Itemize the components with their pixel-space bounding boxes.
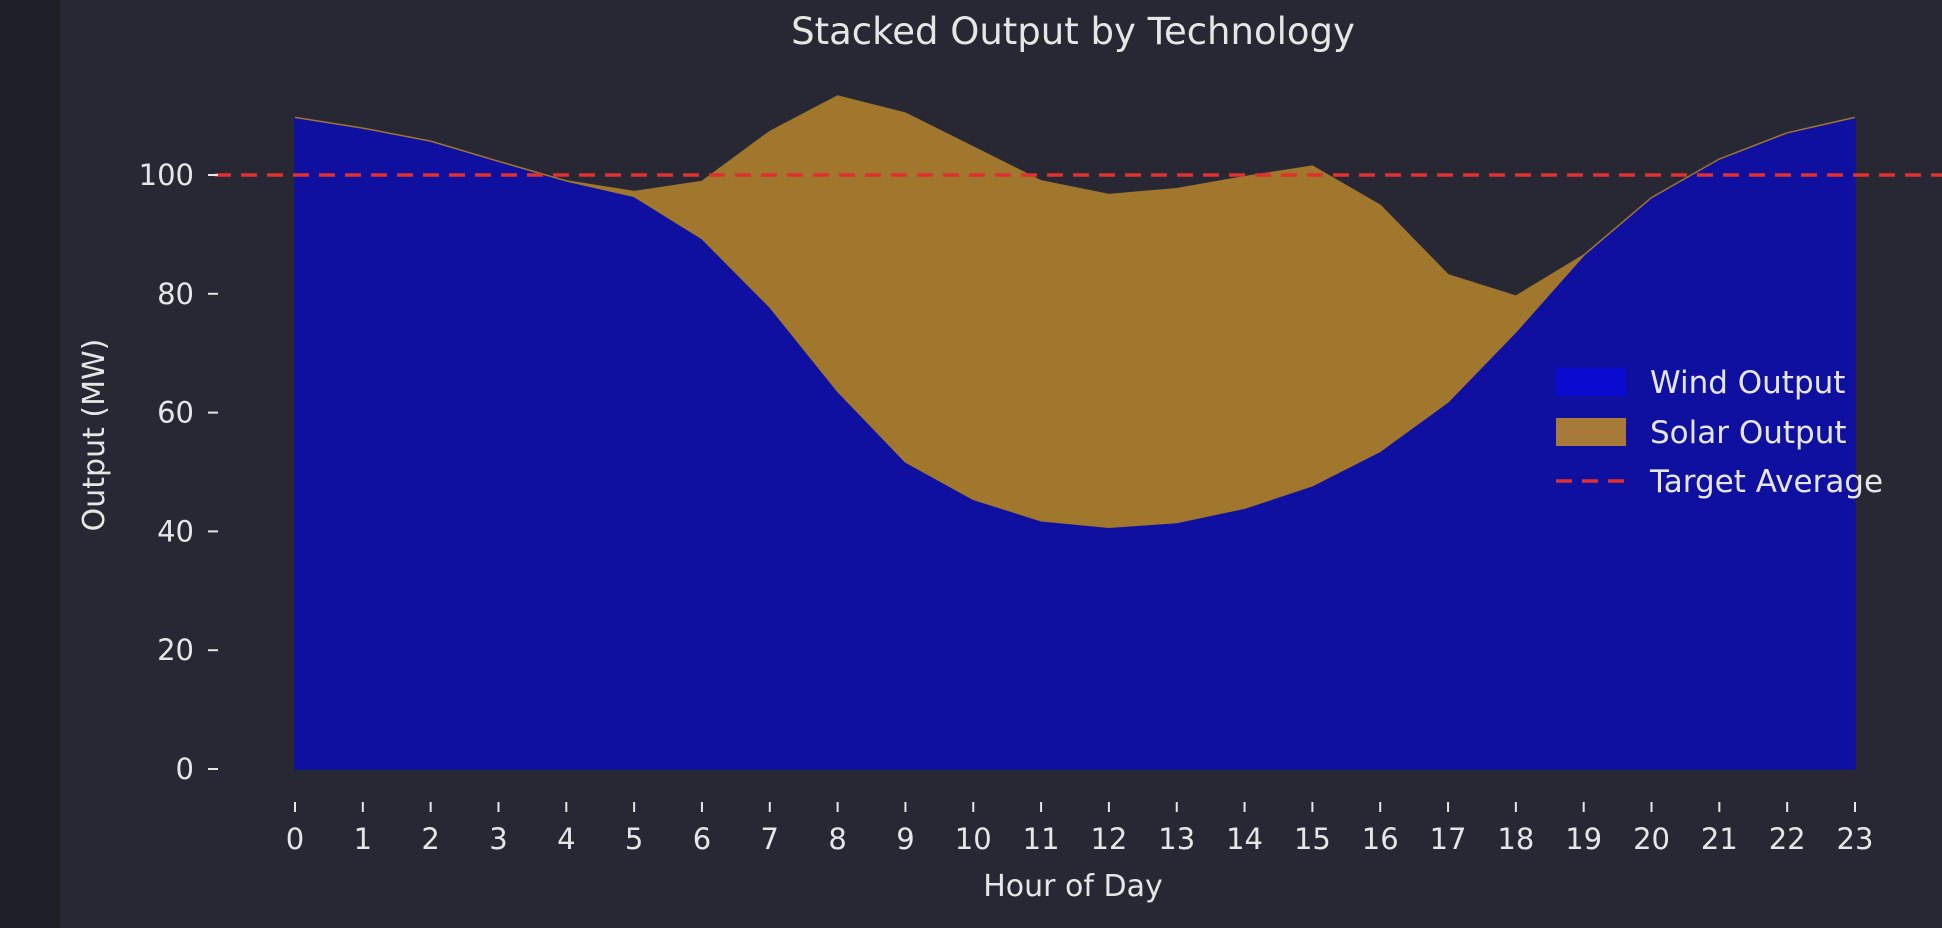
y-axis: 0 20 40 60 80 100 [139,158,218,786]
y-tick-label: 0 [176,752,194,786]
x-tick-label: 15 [1294,822,1331,856]
y-tick-label: 40 [157,514,194,548]
x-tick-label: 22 [1769,822,1806,856]
legend-label-solar-output: Solar Output [1650,415,1847,451]
x-tick-label: 5 [625,822,643,856]
legend: Wind Output Solar Output Target Average [1556,365,1883,500]
y-tick-label: 80 [157,277,194,311]
x-tick-label: 11 [1023,822,1060,856]
x-axis: 0 1 2 3 4 5 6 7 8 9 10 11 12 13 14 15 16 17 18 19 20 21 22 23 [286,802,1874,856]
y-tick-label: 60 [157,396,194,430]
x-tick-label: 10 [955,822,992,856]
x-tick-label: 0 [286,822,304,856]
legend-swatch-solar-output [1556,418,1626,446]
x-tick-label: 19 [1565,822,1602,856]
x-axis-label: Hour of Day [983,869,1163,904]
x-tick-label: 6 [693,822,711,856]
x-tick-label: 1 [354,822,372,856]
x-tick-label: 3 [489,822,507,856]
left-panel-edge [0,0,60,928]
x-tick-label: 17 [1430,822,1467,856]
x-tick-label: 8 [828,822,846,856]
x-tick-label: 14 [1226,822,1263,856]
legend-label-wind-output: Wind Output [1650,365,1845,401]
x-tick-label: 12 [1090,822,1127,856]
x-tick-label: 18 [1497,822,1534,856]
x-tick-label: 4 [557,822,575,856]
areas-layer [294,95,1856,770]
x-tick-label: 21 [1701,822,1738,856]
legend-swatch-wind-output [1556,368,1626,396]
x-tick-label: 23 [1837,822,1874,856]
area-solar-output [294,95,1856,528]
x-tick-label: 13 [1158,822,1195,856]
x-tick-label: 16 [1362,822,1399,856]
x-tick-label: 2 [421,822,439,856]
y-tick-label: 100 [139,158,194,192]
x-tick-label: 20 [1633,822,1670,856]
y-axis-label: Output (MW) [77,339,112,532]
x-tick-label: 7 [761,822,779,856]
y-tick-label: 20 [157,633,194,667]
legend-label-target-average: Target Average [1649,464,1883,500]
chart-title: Stacked Output by Technology [791,10,1355,53]
x-tick-label: 9 [896,822,914,856]
